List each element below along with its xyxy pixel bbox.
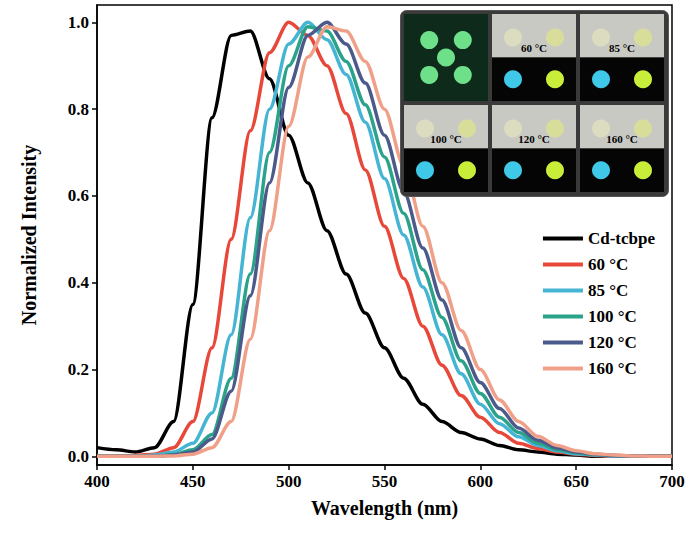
svg-text:650: 650 [563,472,589,491]
svg-text:500: 500 [276,472,302,491]
svg-text:0.8: 0.8 [68,100,89,119]
svg-text:160 °C: 160 °C [588,359,637,378]
svg-text:1.0: 1.0 [68,13,89,32]
svg-text:60 °C: 60 °C [521,42,547,54]
svg-text:550: 550 [372,472,398,491]
svg-text:160 °C: 160 °C [606,133,638,145]
svg-text:0.2: 0.2 [68,360,89,379]
svg-text:100 °C: 100 °C [430,133,462,145]
svg-text:85 °C: 85 °C [588,281,628,300]
svg-text:100 °C: 100 °C [588,307,637,326]
svg-text:120 °C: 120 °C [588,333,637,352]
svg-text:400: 400 [84,472,110,491]
svg-text:85 °C: 85 °C [609,42,635,54]
svg-text:0.0: 0.0 [68,447,89,466]
svg-text:600: 600 [468,472,494,491]
svg-text:60 °C: 60 °C [588,255,628,274]
svg-text:450: 450 [180,472,206,491]
svg-text:Cd-tcbpe: Cd-tcbpe [588,229,656,248]
svg-text:120 °C: 120 °C [518,133,550,145]
svg-text:Normalized Intensity: Normalized Intensity [18,145,41,326]
svg-text:0.6: 0.6 [68,186,89,205]
svg-text:700: 700 [659,472,685,491]
svg-text:Wavelength (nm): Wavelength (nm) [311,497,458,520]
svg-text:0.4: 0.4 [68,273,90,292]
